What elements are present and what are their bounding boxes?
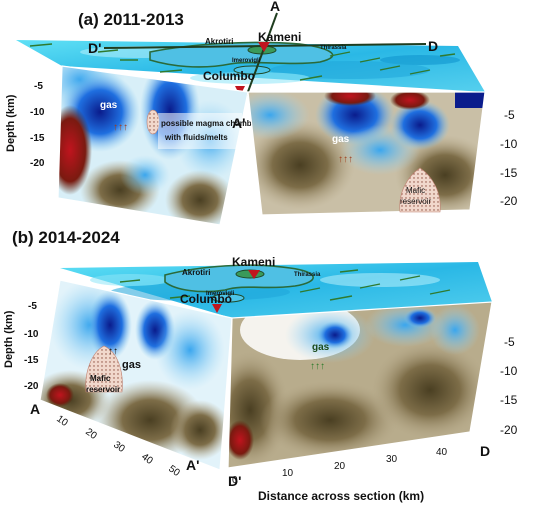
panel-a-gas-right: gas <box>332 134 350 145</box>
panel-b-depth-axis-label: Depth (km) <box>3 310 15 368</box>
panel-b-mafic-reservoir <box>85 345 123 393</box>
panel-b-left-arrows: ↑↑ <box>108 346 118 357</box>
panel-b-left-tick-0: -5 <box>28 301 37 312</box>
panel-b-santorini-outline <box>164 264 314 293</box>
panel-b-right-tick-2: -15 <box>500 393 518 407</box>
panel-b-label-imerovigli: Imerovigli <box>206 291 235 297</box>
panel-b-right-tick-0: -5 <box>504 335 515 349</box>
panel-b-label-A: A <box>30 401 40 417</box>
panel-b-label-D: D <box>480 443 490 459</box>
panel-b-title: (b) 2014-2024 <box>12 228 120 247</box>
panel-b-kameni-marker <box>248 270 260 279</box>
panel-a-left-tick-2: -15 <box>30 133 45 144</box>
panel-a-magma-label-bg <box>158 113 242 149</box>
panel-b-fault-lines <box>119 269 451 301</box>
panel-a-label-kameni: Kameni <box>258 30 301 44</box>
panel-a-columbo-volcano <box>233 65 271 75</box>
panel-b-dd-tick-0: 0 <box>232 475 238 486</box>
panel-a-label-D-prime: D' <box>88 40 101 56</box>
panel-b-right-section <box>228 302 492 468</box>
panel-b-label-D-prime: D' <box>228 473 241 489</box>
panel-a-label-A: A <box>270 0 280 14</box>
panel-b-label-columbo: Columbo <box>180 292 232 306</box>
panel-a-depth-axis-label: Depth (km) <box>5 94 17 152</box>
panel-b-right-tick-1: -10 <box>500 364 518 378</box>
panel-b-left-frame <box>39 279 233 471</box>
panel-b-aa-tick-2: 30 <box>111 439 127 455</box>
panel-a-right-section <box>248 92 485 215</box>
panel-b-columbo-volcano <box>211 293 245 303</box>
panel-b-mafic-line1: Mafic <box>90 374 111 383</box>
panel-b-dd-tick-4: 40 <box>436 447 448 458</box>
panel-b-dd-tick-3: 30 <box>386 454 398 465</box>
panel-b-gas-left: gas <box>122 359 141 371</box>
panel-a-label-akrotiri: Akrotiri <box>205 37 233 46</box>
panel-b-label-thirassia: Thirassia <box>294 272 321 278</box>
panel-b-label-kameni: Kameni <box>232 255 275 269</box>
panel-a-gas-left: gas <box>100 100 118 111</box>
panel-a-left-frame <box>57 65 249 226</box>
panel-b: (b) 2014-2024 Akrotiri Kameni Thirassia … <box>3 228 518 503</box>
panel-a-magma-line2: with fluids/melts <box>164 133 228 142</box>
panel-b-aa-tick-1: 20 <box>83 426 99 442</box>
panel-a-label-A-prime: A' <box>232 115 245 131</box>
panel-b-aa-tick-0: 10 <box>54 413 70 429</box>
panel-a: (a) 2011-2013 <box>5 0 518 226</box>
panel-a-title: (a) 2011-2013 <box>78 10 184 29</box>
panel-a-kameni-marker <box>258 42 270 52</box>
panel-a-label-D: D <box>428 38 438 54</box>
panel-a-label-columbo: Columbo <box>203 69 255 83</box>
panel-b-dd-tick-2: 20 <box>334 461 346 472</box>
panel-a-left-tick-0: -5 <box>34 81 43 92</box>
panel-a-right-arrows: ↑↑↑ <box>338 154 353 165</box>
panel-a-mafic-line2: reservoir <box>400 197 431 206</box>
panel-a-magma-line1: possible magma chamber <box>161 119 259 128</box>
panel-b-left-tick-1: -10 <box>24 329 39 340</box>
panel-b-right-tick-3: -20 <box>500 423 518 437</box>
panel-a-right-tick-0: -5 <box>504 108 515 122</box>
panel-a-label-thirassia: Thirassia <box>320 45 347 51</box>
panel-b-distance-axis-label: Distance across section (km) <box>258 489 424 503</box>
panel-b-left-tick-3: -20 <box>24 381 39 392</box>
panel-a-mafic-reservoir <box>399 167 441 213</box>
panel-b-mafic-line2: reservoir <box>86 385 120 394</box>
panel-b-gas-right: gas <box>312 342 330 353</box>
panel-a-left-arrows: ↑↑↑ <box>113 122 128 133</box>
panel-a-right-tick-3: -20 <box>500 194 518 208</box>
panel-b-aa-tick-3: 40 <box>139 451 155 467</box>
panel-b-label-akrotiri: Akrotiri <box>182 268 210 277</box>
panel-a-left-tick-3: -20 <box>30 158 45 169</box>
panel-a-left-gas-blob <box>146 109 160 135</box>
panel-b-right-frame <box>227 301 493 469</box>
panel-b-left-tick-2: -15 <box>24 355 39 366</box>
panel-a-right-frame <box>247 91 486 216</box>
panel-a-right-tick-2: -15 <box>500 166 518 180</box>
panel-b-columbo-marker <box>212 304 222 313</box>
panel-b-label-A-prime: A' <box>186 457 199 473</box>
panel-a-right-tick-1: -10 <box>500 137 518 151</box>
panel-a-santorini-outline <box>149 41 334 68</box>
panel-a-label-imerovigli: Imerovigli <box>232 58 261 64</box>
panel-b-aa-tick-4: 50 <box>166 463 182 479</box>
panel-a-fault-lines <box>29 43 456 81</box>
panel-b-dd-tick-1: 10 <box>282 468 294 479</box>
panel-b-right-arrows: ↑↑↑ <box>310 361 325 372</box>
panel-a-mafic-line1: Mafic <box>406 186 425 195</box>
panel-a-left-tick-1: -10 <box>30 107 45 118</box>
